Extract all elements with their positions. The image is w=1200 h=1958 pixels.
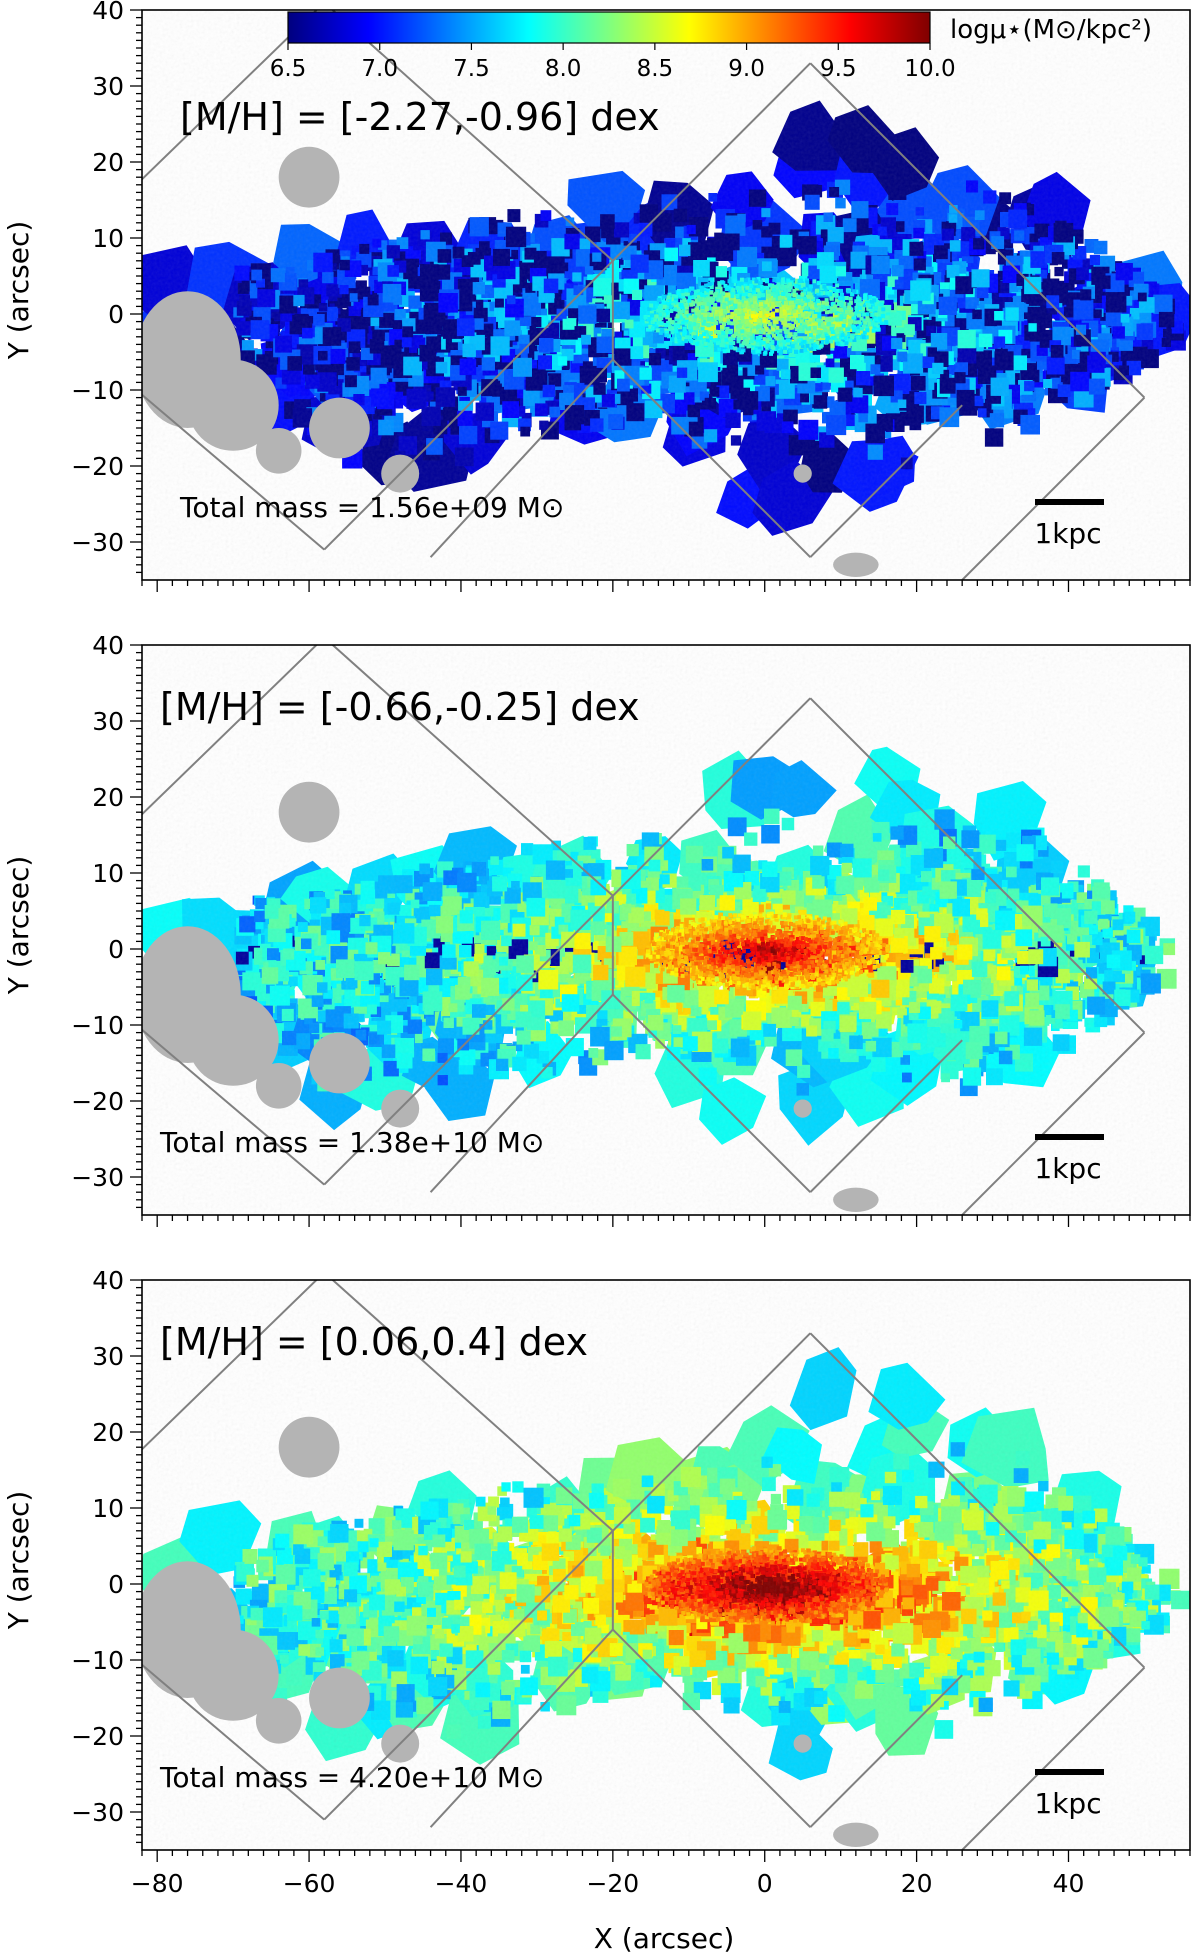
masked-region: [278, 146, 340, 208]
y-tick-label: 30: [92, 72, 124, 101]
footprint-edge: [142, 10, 318, 181]
footprint-edge: [612, 358, 811, 558]
y-tick-label: 20: [92, 148, 124, 177]
panels: 40 30 20 10 0 −10 −20 −30 [M/H] = [-2.27,-0.96] …: [71, 0, 1191, 1898]
footprint-edge: [331, 10, 614, 262]
map-area: [142, 645, 1190, 1215]
total-mass-annotation: Total mass = 1.56e+09 M⊙: [179, 491, 564, 524]
y-tick-label: −30: [71, 528, 124, 557]
panel-title: [M/H] = [-2.27,-0.96] dex: [180, 95, 660, 139]
footprint-edge: [323, 358, 515, 551]
footprint-edge: [612, 62, 811, 262]
footprint-edge: [961, 396, 1146, 580]
map-area: [142, 10, 1190, 580]
y-tick-label: 10: [92, 224, 124, 253]
y-tick-label: 40: [92, 0, 124, 25]
footprint-edge: [429, 358, 614, 558]
y-tick-label: −20: [71, 452, 124, 481]
footprint-edge: [809, 62, 1146, 399]
panel-1: 40 30 20 10 0 −10 −20 −30 [M/H] = [-2.27,-0.96] …: [71, 0, 1191, 592]
scale-bar-label: 1kpc: [1034, 517, 1101, 550]
masked-region: [187, 359, 279, 451]
footprint-edge: [809, 404, 963, 558]
footprint-edge: [513, 260, 614, 361]
y-tick-label: −10: [71, 376, 124, 405]
masked-region: [255, 428, 302, 474]
masked-region: [833, 552, 879, 577]
axes-frame: [141, 9, 1191, 581]
y-tick-label: 0: [108, 300, 124, 329]
texture: [142, 10, 1190, 580]
masked-region: [309, 397, 370, 459]
masked-region: [793, 464, 812, 483]
footprint-edge: [142, 393, 325, 551]
